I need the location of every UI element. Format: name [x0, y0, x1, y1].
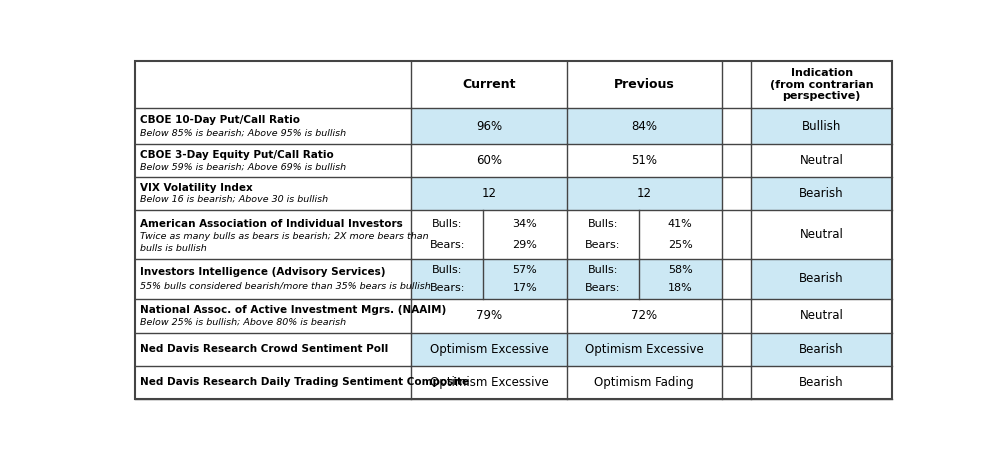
Text: Below 16 is bearish; Above 30 is bullish: Below 16 is bearish; Above 30 is bullish: [140, 195, 328, 204]
Bar: [134, 144, 411, 177]
Text: 96%: 96%: [476, 120, 502, 133]
Text: Bears:: Bears:: [430, 240, 465, 250]
Text: Bearish: Bearish: [800, 273, 844, 285]
Text: Bulls:: Bulls:: [432, 265, 462, 275]
Text: 79%: 79%: [476, 309, 502, 323]
Bar: [566, 259, 722, 299]
Bar: [722, 108, 750, 144]
Bar: [722, 366, 750, 399]
Text: Bulls:: Bulls:: [587, 219, 618, 229]
Text: CBOE 10-Day Put/Call Ratio: CBOE 10-Day Put/Call Ratio: [140, 115, 300, 125]
Bar: [566, 210, 722, 259]
Text: Ned Davis Research Daily Trading Sentiment Composite: Ned Davis Research Daily Trading Sentime…: [140, 377, 469, 387]
Text: 58%: 58%: [668, 265, 692, 275]
Text: Optimism Excessive: Optimism Excessive: [585, 343, 703, 356]
Text: Optimism Fading: Optimism Fading: [594, 376, 694, 389]
Text: 84%: 84%: [631, 120, 657, 133]
Bar: [411, 177, 566, 210]
Bar: [134, 61, 893, 108]
Text: 55% bulls considered bearish/more than 35% bears is bullish: 55% bulls considered bearish/more than 3…: [140, 282, 431, 291]
Bar: [411, 210, 566, 259]
Bar: [750, 299, 893, 333]
Text: National Assoc. of Active Investment Mgrs. (NAAIM): National Assoc. of Active Investment Mgr…: [140, 305, 446, 315]
Text: Bearish: Bearish: [800, 343, 844, 356]
Bar: [411, 144, 566, 177]
Bar: [722, 177, 750, 210]
Text: Bulls:: Bulls:: [432, 219, 462, 229]
Bar: [750, 108, 893, 144]
Text: Neutral: Neutral: [800, 309, 844, 323]
Text: 34%: 34%: [512, 219, 537, 229]
Text: Neutral: Neutral: [800, 154, 844, 167]
Text: Bearish: Bearish: [800, 376, 844, 389]
Bar: [722, 144, 750, 177]
Bar: [411, 259, 566, 299]
Bar: [566, 333, 722, 366]
Text: Ned Davis Research Crowd Sentiment Poll: Ned Davis Research Crowd Sentiment Poll: [140, 344, 388, 354]
Bar: [722, 259, 750, 299]
Text: Optimism Excessive: Optimism Excessive: [430, 376, 548, 389]
Text: 17%: 17%: [512, 283, 537, 293]
Text: 72%: 72%: [631, 309, 657, 323]
Text: 29%: 29%: [512, 240, 537, 250]
Bar: [722, 299, 750, 333]
Text: Current: Current: [462, 78, 516, 91]
Bar: [750, 333, 893, 366]
Text: Twice as many bulls as bears is bearish; 2X more bears than: Twice as many bulls as bears is bearish;…: [140, 233, 429, 242]
Bar: [750, 144, 893, 177]
Bar: [750, 366, 893, 399]
Text: 18%: 18%: [668, 283, 692, 293]
Text: Below 59% is bearish; Above 69% is bullish: Below 59% is bearish; Above 69% is bulli…: [140, 162, 346, 171]
Text: Bearish: Bearish: [800, 187, 844, 200]
Text: Bullish: Bullish: [802, 120, 842, 133]
Text: Neutral: Neutral: [800, 228, 844, 241]
Text: Previous: Previous: [614, 78, 674, 91]
Text: Bears:: Bears:: [585, 240, 620, 250]
Bar: [722, 333, 750, 366]
Text: Optimism Excessive: Optimism Excessive: [430, 343, 548, 356]
Bar: [750, 210, 893, 259]
Text: Bears:: Bears:: [585, 283, 620, 293]
Text: Bulls:: Bulls:: [587, 265, 618, 275]
Text: Below 85% is bearish; Above 95% is bullish: Below 85% is bearish; Above 95% is bulli…: [140, 128, 346, 137]
Bar: [134, 259, 411, 299]
Text: 12: 12: [636, 187, 651, 200]
Bar: [411, 333, 566, 366]
Text: bulls is bullish: bulls is bullish: [140, 243, 206, 253]
Bar: [566, 177, 722, 210]
Bar: [411, 366, 566, 399]
Bar: [134, 108, 411, 144]
Bar: [134, 177, 411, 210]
Text: Below 25% is bullish; Above 80% is bearish: Below 25% is bullish; Above 80% is beari…: [140, 318, 346, 327]
Text: 57%: 57%: [512, 265, 537, 275]
Text: American Association of Individual Investors: American Association of Individual Inves…: [140, 219, 403, 229]
Bar: [750, 177, 893, 210]
Text: Indication
(from contrarian
perspective): Indication (from contrarian perspective): [770, 68, 874, 101]
Bar: [411, 108, 566, 144]
Bar: [750, 259, 893, 299]
Bar: [134, 299, 411, 333]
Bar: [566, 366, 722, 399]
Bar: [722, 210, 750, 259]
Text: VIX Volatility Index: VIX Volatility Index: [140, 183, 253, 193]
Text: 60%: 60%: [476, 154, 502, 167]
Bar: [566, 144, 722, 177]
Bar: [411, 299, 566, 333]
Bar: [566, 108, 722, 144]
Text: Bears:: Bears:: [430, 283, 465, 293]
Text: CBOE 3-Day Equity Put/Call Ratio: CBOE 3-Day Equity Put/Call Ratio: [140, 150, 334, 160]
Text: 41%: 41%: [668, 219, 692, 229]
Bar: [566, 299, 722, 333]
Bar: [134, 333, 411, 366]
Text: 25%: 25%: [668, 240, 692, 250]
Bar: [134, 366, 411, 399]
Text: Investors Intelligence (Advisory Services): Investors Intelligence (Advisory Service…: [140, 267, 386, 277]
Text: 12: 12: [481, 187, 496, 200]
Bar: [134, 210, 411, 259]
Text: 51%: 51%: [631, 154, 657, 167]
